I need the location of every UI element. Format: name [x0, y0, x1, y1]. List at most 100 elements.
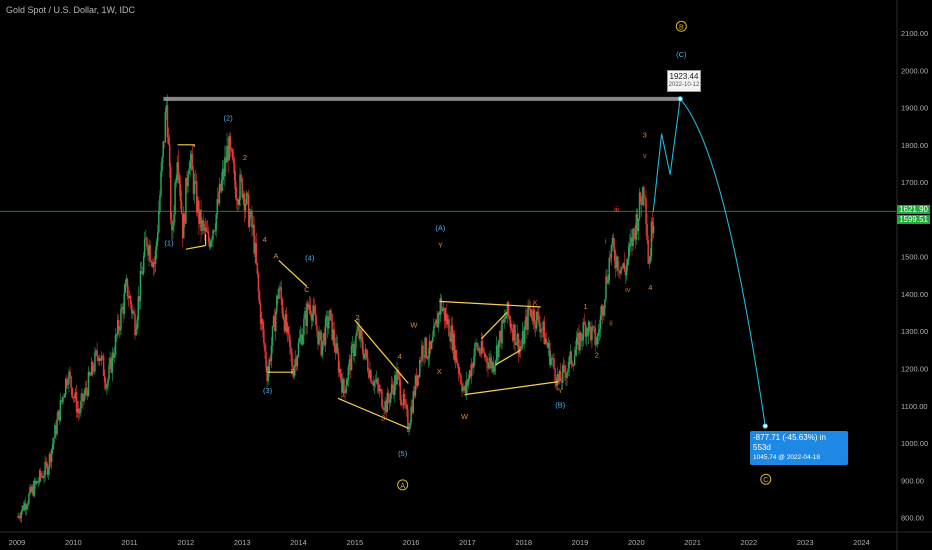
- candle-body: [402, 393, 405, 406]
- candle-body: [325, 316, 328, 319]
- candle-body: [461, 384, 463, 392]
- wave-label: (4): [305, 253, 315, 262]
- candle-body: [233, 163, 236, 181]
- candle-body: [449, 336, 451, 342]
- candle-body: [290, 346, 292, 354]
- candle-body: [231, 149, 234, 159]
- candle-body: [79, 412, 81, 414]
- candle-body: [212, 230, 214, 240]
- candle-body: [263, 329, 265, 344]
- wave-label: (5): [398, 449, 408, 458]
- candle-body: [621, 266, 623, 268]
- time-tick-label: 2012: [178, 538, 195, 547]
- candle-body: [371, 382, 373, 384]
- candle-body: [554, 368, 556, 381]
- candle-body: [541, 329, 543, 330]
- candle-body: [430, 341, 433, 349]
- candle-body: [41, 475, 43, 477]
- candle-body: [307, 303, 309, 309]
- wave-label: 5: [406, 425, 410, 434]
- price-tick-label: 2000.00: [901, 66, 928, 75]
- candle-body: [303, 318, 305, 335]
- candle-body: [455, 350, 458, 363]
- candle-body: [567, 368, 569, 373]
- candle-body: [92, 361, 94, 372]
- wave-label: v: [643, 151, 647, 160]
- candle-body: [165, 105, 168, 113]
- candle-body: [135, 329, 137, 336]
- candle-body: [72, 396, 75, 398]
- candle-body: [543, 321, 546, 345]
- candle-body: [391, 384, 394, 388]
- target-price-value: 1923.44: [669, 72, 699, 81]
- candle-body: [174, 183, 176, 215]
- candle-body: [158, 211, 160, 233]
- candle-body: [253, 224, 255, 254]
- candle-body: [268, 359, 271, 373]
- candle-body: [40, 470, 42, 477]
- candle-body: [367, 358, 369, 371]
- pattern-trendline: [495, 349, 522, 366]
- candle-body: [152, 261, 155, 267]
- candle-body: [291, 353, 293, 367]
- candle-body: [351, 344, 354, 346]
- candle-body: [344, 389, 346, 393]
- candle-body: [178, 174, 181, 184]
- candle-body: [578, 333, 580, 351]
- candle-body: [98, 358, 101, 361]
- candle-body: [396, 369, 398, 385]
- candle-body: [524, 326, 526, 344]
- candle-body: [239, 174, 241, 200]
- candle-body: [346, 379, 348, 386]
- candle-body: [257, 273, 260, 292]
- candle-body: [215, 213, 217, 231]
- wave-label: 2: [243, 153, 247, 162]
- candle-body: [203, 224, 206, 231]
- candle-body: [499, 330, 501, 341]
- candle-body: [506, 301, 509, 316]
- candle-body: [521, 331, 524, 347]
- candle-body: [518, 346, 521, 354]
- candle-body: [61, 397, 64, 403]
- wave-label: C: [763, 477, 768, 484]
- candle-body: [595, 344, 597, 345]
- candle-body: [428, 341, 431, 357]
- candle-body: [590, 326, 592, 341]
- candle-body: [176, 162, 178, 181]
- candle-body: [436, 319, 438, 328]
- candle-body: [110, 358, 112, 373]
- wave-label: 4: [398, 352, 402, 361]
- candle-body: [345, 385, 347, 393]
- candle-body: [127, 296, 130, 299]
- candle-body: [197, 200, 199, 213]
- candle-body: [272, 316, 275, 327]
- wave-label: 2: [356, 313, 360, 322]
- candle-body: [412, 391, 415, 413]
- candle-body: [123, 292, 125, 314]
- candle-body: [322, 333, 325, 342]
- candle-body: [577, 333, 579, 338]
- candle-body: [609, 257, 612, 259]
- candle-body: [599, 315, 602, 329]
- candle-body: [106, 385, 108, 389]
- candle-body: [94, 352, 96, 372]
- candle-body: [492, 362, 495, 372]
- price-tick-label: 1900.00: [901, 104, 928, 113]
- candle-body: [434, 323, 436, 327]
- candle-body: [60, 400, 63, 403]
- candle-body: [177, 162, 180, 175]
- candle-body: [384, 401, 386, 411]
- candle-body: [413, 391, 416, 396]
- candle-body: [64, 378, 67, 395]
- candle-body: [383, 409, 385, 411]
- candle-body: [580, 332, 582, 341]
- candle-body: [453, 333, 456, 361]
- candle-body: [512, 330, 514, 341]
- candle-body: [360, 329, 363, 337]
- candle-body: [530, 309, 533, 318]
- candle-body: [224, 157, 226, 177]
- time-tick-label: 2009: [9, 538, 26, 547]
- candle-body: [439, 298, 442, 316]
- candle-body: [270, 345, 273, 362]
